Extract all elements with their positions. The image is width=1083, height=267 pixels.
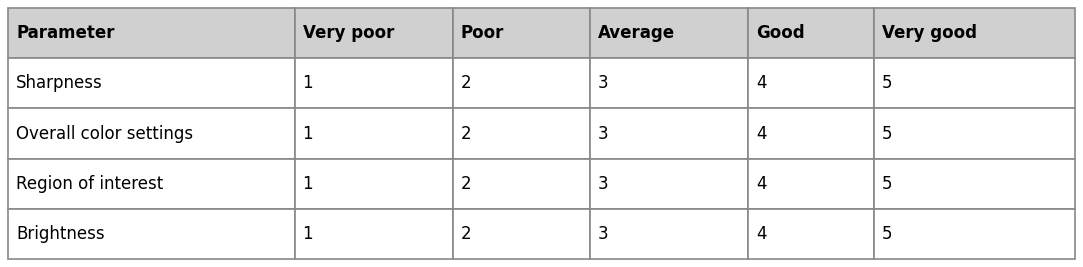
Bar bbox=[748, 108, 874, 159]
Bar bbox=[295, 159, 453, 209]
Bar bbox=[748, 209, 874, 259]
Text: Overall color settings: Overall color settings bbox=[16, 124, 193, 143]
Text: Average: Average bbox=[598, 24, 675, 42]
Text: 2: 2 bbox=[460, 225, 471, 243]
Text: Parameter: Parameter bbox=[16, 24, 115, 42]
Text: Good: Good bbox=[756, 24, 805, 42]
Text: 4: 4 bbox=[756, 175, 767, 193]
Text: Brightness: Brightness bbox=[16, 225, 105, 243]
Text: 1: 1 bbox=[302, 74, 313, 92]
Bar bbox=[453, 209, 589, 259]
Text: 4: 4 bbox=[756, 225, 767, 243]
Text: 3: 3 bbox=[598, 124, 609, 143]
Bar bbox=[874, 209, 1075, 259]
Bar bbox=[8, 58, 295, 108]
Bar bbox=[874, 8, 1075, 58]
Text: Very good: Very good bbox=[882, 24, 977, 42]
Bar bbox=[8, 159, 295, 209]
Bar bbox=[748, 159, 874, 209]
Text: 1: 1 bbox=[302, 225, 313, 243]
Text: Sharpness: Sharpness bbox=[16, 74, 103, 92]
Bar bbox=[453, 108, 589, 159]
Text: 1: 1 bbox=[302, 124, 313, 143]
Bar bbox=[295, 58, 453, 108]
Bar bbox=[8, 8, 295, 58]
Bar bbox=[8, 108, 295, 159]
Bar bbox=[589, 159, 748, 209]
Text: Very poor: Very poor bbox=[302, 24, 394, 42]
Bar bbox=[589, 58, 748, 108]
Text: 5: 5 bbox=[882, 74, 892, 92]
Bar bbox=[589, 108, 748, 159]
Bar bbox=[295, 8, 453, 58]
Text: 4: 4 bbox=[756, 124, 767, 143]
Bar bbox=[453, 58, 589, 108]
Text: 5: 5 bbox=[882, 225, 892, 243]
Bar bbox=[874, 108, 1075, 159]
Bar bbox=[589, 8, 748, 58]
Text: Region of interest: Region of interest bbox=[16, 175, 164, 193]
Text: 3: 3 bbox=[598, 175, 609, 193]
Bar bbox=[453, 8, 589, 58]
Text: 4: 4 bbox=[756, 74, 767, 92]
Bar bbox=[295, 108, 453, 159]
Text: 2: 2 bbox=[460, 74, 471, 92]
Bar bbox=[589, 209, 748, 259]
Bar bbox=[748, 58, 874, 108]
Bar bbox=[874, 159, 1075, 209]
Text: 3: 3 bbox=[598, 225, 609, 243]
Text: 2: 2 bbox=[460, 175, 471, 193]
Text: 1: 1 bbox=[302, 175, 313, 193]
Text: 5: 5 bbox=[882, 124, 892, 143]
Text: Poor: Poor bbox=[460, 24, 505, 42]
Bar bbox=[874, 58, 1075, 108]
Text: 2: 2 bbox=[460, 124, 471, 143]
Text: 3: 3 bbox=[598, 74, 609, 92]
Bar bbox=[295, 209, 453, 259]
Bar bbox=[453, 159, 589, 209]
Text: 5: 5 bbox=[882, 175, 892, 193]
Bar bbox=[8, 209, 295, 259]
Bar bbox=[748, 8, 874, 58]
